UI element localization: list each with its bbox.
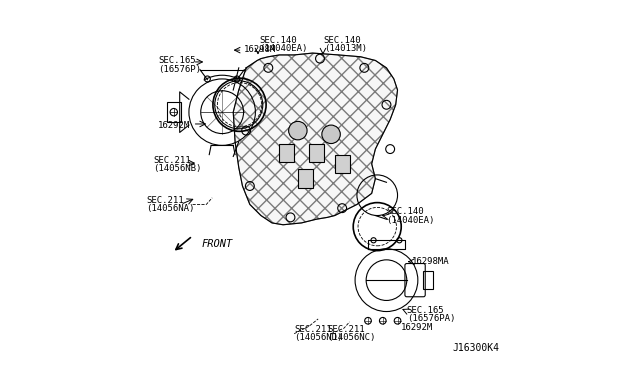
FancyBboxPatch shape bbox=[298, 169, 312, 188]
Text: SEC.211: SEC.211 bbox=[147, 196, 184, 205]
Text: (14056NA): (14056NA) bbox=[147, 204, 195, 214]
Text: (14040EA): (14040EA) bbox=[259, 44, 307, 53]
Text: 16292M: 16292M bbox=[158, 121, 191, 129]
Text: SEC.140: SEC.140 bbox=[324, 36, 362, 45]
Text: SEC.140: SEC.140 bbox=[387, 207, 424, 217]
FancyBboxPatch shape bbox=[280, 144, 294, 162]
Polygon shape bbox=[233, 53, 397, 225]
Text: SEC.211: SEC.211 bbox=[328, 325, 365, 334]
Text: 16298M: 16298M bbox=[244, 45, 276, 54]
Text: SEC.165: SEC.165 bbox=[407, 306, 444, 315]
Text: SEC.211: SEC.211 bbox=[294, 325, 332, 334]
Text: (14040EA): (14040EA) bbox=[387, 216, 435, 225]
FancyBboxPatch shape bbox=[335, 155, 349, 173]
Text: (14013M): (14013M) bbox=[324, 44, 367, 53]
Circle shape bbox=[289, 121, 307, 140]
Text: 16292M: 16292M bbox=[401, 323, 433, 331]
Text: SEC.140: SEC.140 bbox=[259, 36, 297, 45]
Text: (14056NB): (14056NB) bbox=[153, 164, 202, 173]
Text: 16298MA: 16298MA bbox=[412, 257, 450, 266]
Text: (16576P): (16576P) bbox=[158, 65, 202, 74]
Text: (14056NC): (14056NC) bbox=[328, 333, 376, 342]
FancyBboxPatch shape bbox=[309, 144, 324, 162]
Circle shape bbox=[322, 125, 340, 144]
Text: SEC.211: SEC.211 bbox=[153, 155, 191, 165]
Text: J16300K4: J16300K4 bbox=[453, 343, 500, 353]
Text: SEC.165: SEC.165 bbox=[158, 56, 196, 65]
Text: FRONT: FRONT bbox=[201, 239, 232, 249]
Text: (14056ND): (14056ND) bbox=[294, 333, 342, 342]
Text: (16576PA): (16576PA) bbox=[407, 314, 455, 323]
